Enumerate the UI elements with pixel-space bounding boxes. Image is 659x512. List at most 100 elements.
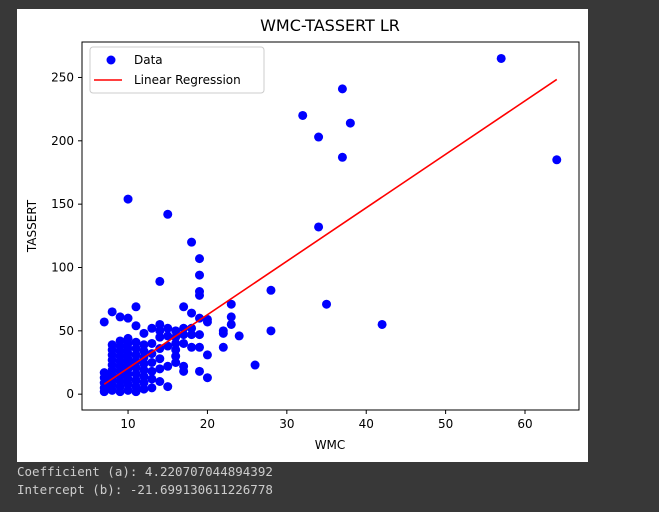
y-axis-label: TASSERT bbox=[25, 199, 39, 253]
data-point bbox=[147, 383, 157, 393]
data-point bbox=[552, 155, 562, 165]
data-point bbox=[99, 317, 109, 327]
data-point bbox=[139, 359, 149, 369]
data-point bbox=[496, 53, 506, 63]
data-point bbox=[147, 323, 157, 333]
data-point bbox=[163, 382, 173, 392]
scatter-chart: WMC-TASSERT LR 10 20 30 40 50 60 0 50 100 150 200… bbox=[25, 16, 580, 452]
data-point bbox=[337, 152, 347, 162]
data-point bbox=[202, 350, 212, 360]
data-point bbox=[131, 350, 141, 360]
data-point bbox=[147, 374, 157, 384]
legend-label-data: Data bbox=[134, 53, 163, 67]
data-point bbox=[187, 308, 197, 318]
data-point bbox=[123, 333, 133, 343]
data-point bbox=[195, 330, 205, 340]
data-point bbox=[171, 357, 181, 367]
data-point bbox=[226, 299, 236, 309]
data-point bbox=[179, 361, 189, 371]
data-point bbox=[139, 371, 149, 381]
data-point bbox=[171, 345, 181, 355]
data-point bbox=[226, 312, 236, 322]
y-tick-label: 50 bbox=[59, 324, 74, 338]
legend-marker-data bbox=[106, 55, 116, 65]
data-point bbox=[163, 209, 173, 219]
x-tick-label: 60 bbox=[517, 417, 532, 431]
data-point bbox=[115, 312, 125, 322]
data-point bbox=[155, 376, 165, 386]
data-point bbox=[155, 354, 165, 364]
data-point bbox=[195, 313, 205, 323]
intercept-output: Intercept (b): -21.699130611226778 bbox=[17, 482, 273, 497]
data-point bbox=[107, 340, 117, 350]
x-axis: 10 20 30 40 50 60 bbox=[120, 410, 533, 431]
y-tick-label: 0 bbox=[66, 387, 74, 401]
data-point bbox=[115, 336, 125, 346]
y-tick-label: 200 bbox=[51, 134, 74, 148]
data-point bbox=[147, 338, 157, 348]
data-point bbox=[187, 330, 197, 340]
data-point bbox=[131, 382, 141, 392]
data-point bbox=[155, 332, 165, 342]
data-point bbox=[218, 326, 228, 336]
y-tick-label: 150 bbox=[51, 197, 74, 211]
legend-label-regression: Linear Regression bbox=[134, 73, 241, 87]
data-point bbox=[195, 366, 205, 376]
data-point bbox=[195, 342, 205, 352]
data-point bbox=[123, 313, 133, 323]
data-point bbox=[139, 328, 149, 338]
data-point bbox=[123, 385, 133, 395]
data-point bbox=[155, 364, 165, 374]
data-point bbox=[131, 375, 141, 385]
data-point bbox=[123, 194, 133, 204]
data-point bbox=[314, 132, 324, 142]
plot-area bbox=[99, 53, 562, 397]
data-point bbox=[195, 270, 205, 280]
data-point bbox=[155, 319, 165, 329]
x-tick-label: 20 bbox=[200, 417, 215, 431]
data-point bbox=[139, 384, 149, 394]
x-tick-label: 30 bbox=[279, 417, 294, 431]
data-point bbox=[187, 342, 197, 352]
y-axis: 0 50 100 150 200 250 bbox=[51, 70, 82, 401]
data-point bbox=[171, 351, 181, 361]
data-point bbox=[139, 365, 149, 375]
axes-frame bbox=[81, 41, 580, 411]
data-point bbox=[171, 326, 181, 336]
data-point bbox=[179, 338, 189, 348]
figure: WMC-TASSERT LR 10 20 30 40 50 60 0 50 100 150 200… bbox=[17, 9, 588, 462]
data-point bbox=[131, 337, 141, 347]
data-point bbox=[107, 307, 117, 317]
data-point bbox=[266, 285, 276, 295]
data-point bbox=[322, 299, 332, 309]
data-point bbox=[163, 361, 173, 371]
data-point bbox=[250, 360, 260, 370]
x-tick-label: 40 bbox=[359, 417, 374, 431]
data-point bbox=[155, 344, 165, 354]
data-point bbox=[298, 110, 308, 120]
chart-title: WMC-TASSERT LR bbox=[260, 16, 400, 35]
data-point bbox=[195, 287, 205, 297]
regression-line bbox=[103, 78, 558, 385]
data-point bbox=[139, 378, 149, 388]
data-point bbox=[139, 340, 149, 350]
data-point bbox=[155, 276, 165, 286]
data-point bbox=[234, 331, 244, 341]
data-point bbox=[218, 342, 228, 352]
x-axis-label: WMC bbox=[315, 438, 346, 452]
y-tick-label: 250 bbox=[51, 70, 74, 84]
data-point bbox=[131, 321, 141, 331]
data-point bbox=[131, 302, 141, 312]
data-point bbox=[99, 368, 109, 378]
data-point bbox=[202, 373, 212, 383]
y-tick-label: 100 bbox=[51, 260, 74, 274]
data-point bbox=[131, 344, 141, 354]
data-point bbox=[179, 323, 189, 333]
data-point bbox=[179, 302, 189, 312]
data-point bbox=[147, 366, 157, 376]
data-point bbox=[266, 326, 276, 336]
data-point bbox=[131, 369, 141, 379]
x-tick-label: 50 bbox=[438, 417, 453, 431]
data-point bbox=[171, 338, 181, 348]
data-point bbox=[314, 222, 324, 232]
